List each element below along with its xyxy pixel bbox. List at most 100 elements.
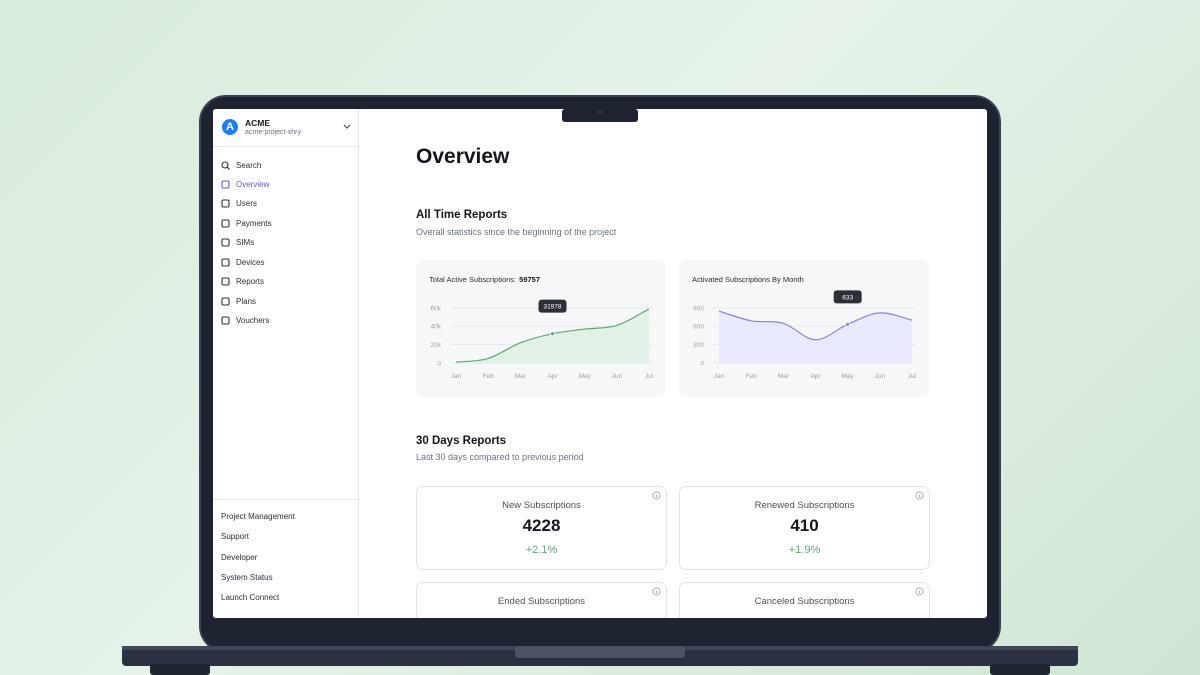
section-subtitle: Overall statistics since the beginning o… xyxy=(416,227,617,237)
line xyxy=(718,310,913,341)
section-title: All Time Reports xyxy=(416,209,508,221)
screen: A ACME acme-project-xhry Search Overview U… xyxy=(213,109,987,618)
chart-card: Total Active Subscriptions: 59757 0 20k 40k 6… xyxy=(416,260,666,397)
y-tick-label: 300 xyxy=(693,342,704,349)
footer-link[interactable]: Project Management xyxy=(221,512,295,521)
page-title: Overview xyxy=(416,145,510,168)
x-tick-label: Apr xyxy=(810,373,821,380)
org-name[interactable]: ACME xyxy=(245,118,271,128)
x-tick-label: Mar xyxy=(778,373,790,380)
stat-card: Canceled Subscriptions xyxy=(679,582,930,618)
chart-title-text: Activated Subscriptions By Month xyxy=(692,275,804,284)
divider xyxy=(213,146,358,147)
nav-icon xyxy=(221,179,230,189)
nav-item[interactable]: Search xyxy=(221,158,261,172)
nav-label: Reports xyxy=(236,276,265,286)
nav-item[interactable]: Plans xyxy=(221,294,256,308)
area xyxy=(719,311,912,363)
tooltip xyxy=(833,290,862,304)
tooltip-value: 31978 xyxy=(543,304,561,311)
stat-card: New Subscriptions 4228 +2.1% xyxy=(416,486,667,570)
chart: Total Active Subscriptions: 59757 0 20k 40k 6… xyxy=(429,275,654,380)
y-tick-label: 0 xyxy=(437,360,441,367)
stat-value: 4228 xyxy=(522,516,561,535)
nav-label: Users xyxy=(236,198,257,208)
y-tick-label: 60k xyxy=(431,305,442,312)
stat-value: 410 xyxy=(790,516,819,535)
nav-label: Vouchers xyxy=(236,315,270,325)
info-icon[interactable] xyxy=(652,587,661,596)
chart-total: 59757 xyxy=(519,275,540,284)
x-tick-label: Jun xyxy=(612,373,623,380)
nav-label: Plans xyxy=(236,296,257,306)
x-tick-label: Jan xyxy=(451,373,462,380)
y-tick-label: 40k xyxy=(431,324,442,331)
notch xyxy=(562,109,638,122)
nav-item[interactable]: Reports xyxy=(221,274,264,288)
x-tick-label: May xyxy=(579,373,592,380)
y-tick-label: 900 xyxy=(693,305,704,312)
x-tick-label: Apr xyxy=(547,373,558,380)
chevron[interactable] xyxy=(343,124,351,130)
x-tick-label: Feb xyxy=(746,373,758,380)
nav-icon xyxy=(221,296,230,306)
x-tick-label: Feb xyxy=(483,373,495,380)
sidebar: A ACME acme-project-xhry Search Overview U… xyxy=(213,109,359,618)
nav-item[interactable]: Payments xyxy=(221,216,272,230)
nav-item[interactable]: SIMs xyxy=(221,235,254,249)
nav-label: Devices xyxy=(236,257,265,267)
y-tick-label: 20k xyxy=(431,342,442,349)
highlight-point xyxy=(550,331,555,337)
y-tick-label: 0 xyxy=(700,360,704,367)
info-icon[interactable] xyxy=(915,587,924,596)
x-tick-label: Jun xyxy=(875,373,886,380)
stat-label: Renewed Subscriptions xyxy=(754,500,855,511)
nav-icon xyxy=(221,315,230,325)
nav-icon xyxy=(221,198,230,208)
stat-card: Renewed Subscriptions 410 +1.9% xyxy=(679,486,930,570)
nav-icon xyxy=(221,276,230,286)
nav-item[interactable]: Devices xyxy=(221,255,264,269)
nav-icon xyxy=(221,160,230,170)
chart: Activated Subscriptions By Month 0 300 600 9… xyxy=(692,275,917,380)
nav-label: SIMs xyxy=(236,237,255,247)
x-tick-label: Jul xyxy=(908,373,917,380)
nav-icon xyxy=(221,218,230,228)
org-logo: A xyxy=(222,119,238,135)
footer-link[interactable]: Developer xyxy=(221,552,258,562)
x-tick-label: Jul xyxy=(645,373,654,380)
x-tick-label: Jan xyxy=(714,373,725,380)
nav-label: Search xyxy=(236,160,262,170)
info-icon[interactable] xyxy=(652,491,661,500)
stat-change: +1.9% xyxy=(788,544,821,556)
x-tick-label: May xyxy=(842,373,855,380)
chart-card: Activated Subscriptions By Month 0 300 600 9… xyxy=(679,260,929,397)
y-tick-label: 600 xyxy=(693,324,704,331)
nav-label: Overview xyxy=(236,179,270,189)
stat-card: Ended Subscriptions xyxy=(416,582,667,618)
divider xyxy=(213,499,358,500)
section-title: 30 Days Reports xyxy=(416,435,507,447)
stat-label: Ended Subscriptions xyxy=(497,596,586,607)
chart-title-text: Total Active Subscriptions: xyxy=(429,275,516,284)
chart-title: Activated Subscriptions By Month xyxy=(692,275,804,284)
stat-label: Canceled Subscriptions xyxy=(754,596,855,607)
info-icon[interactable] xyxy=(915,491,924,500)
footer-link[interactable]: System Status xyxy=(221,572,273,582)
stat-label: New Subscriptions xyxy=(502,500,581,511)
tooltip xyxy=(538,299,567,313)
nav-icon xyxy=(221,237,230,247)
section-subtitle: Last 30 days compared to previous period xyxy=(416,452,584,462)
nav-item[interactable]: Vouchers xyxy=(221,313,269,327)
stat-change: +2.1% xyxy=(525,544,558,556)
nav-item[interactable]: Overview xyxy=(221,177,269,191)
footer-link[interactable]: Launch Connect xyxy=(221,593,280,603)
x-tick-label: Mar xyxy=(515,373,527,380)
nav-icon xyxy=(221,257,230,267)
footer-link[interactable]: Support xyxy=(221,532,250,542)
highlight-point xyxy=(845,321,851,327)
nav-item[interactable]: Users xyxy=(221,196,257,210)
project-name: acme-project-xhry xyxy=(245,129,302,136)
nav-label: Payments xyxy=(236,218,272,228)
